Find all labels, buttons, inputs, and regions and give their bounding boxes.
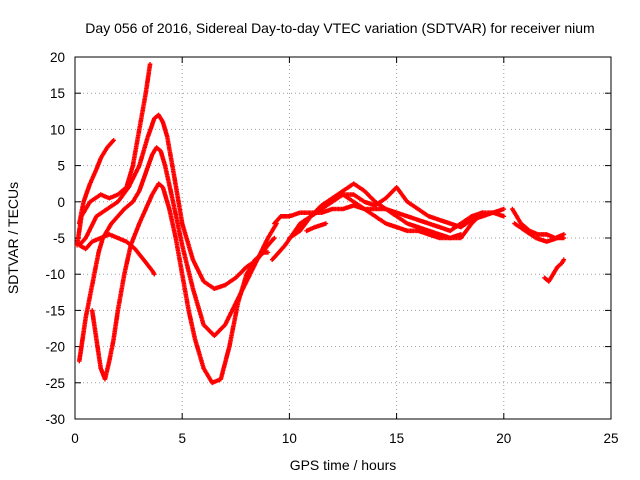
y-tick-label: 5 [57, 159, 65, 174]
y-tick-label: -20 [45, 340, 65, 355]
series-trace-11 [304, 221, 329, 234]
chart-title: Day 056 of 2016, Sidereal Day-to-day VTE… [85, 20, 594, 36]
x-tick-label: 5 [178, 431, 186, 446]
series-trace-5 [89, 181, 271, 386]
y-tick-label: -5 [53, 231, 65, 246]
series-trace-8 [269, 181, 485, 262]
series-trace-12 [510, 206, 567, 241]
y-tick-label: -15 [45, 303, 65, 318]
x-tick-label: 10 [282, 431, 297, 446]
x-tick-label: 0 [71, 431, 79, 446]
series-trace-10 [293, 185, 507, 234]
x-axis-label: GPS time / hours [290, 457, 397, 473]
y-axis-label: SDTVAR / TECUs [5, 182, 21, 294]
series-group [74, 61, 567, 386]
y-tick-label: -10 [45, 267, 65, 282]
y-tick-label: 10 [50, 122, 65, 137]
series-trace-13 [512, 221, 567, 244]
series-trace-6 [77, 232, 157, 277]
grid-lines [75, 57, 611, 419]
y-tick-label: 20 [50, 50, 65, 65]
plot-frame [74, 56, 612, 420]
x-tick-label: 25 [603, 431, 618, 446]
y-tick-label: 15 [50, 86, 65, 101]
y-tick-label: 0 [57, 195, 65, 210]
y-tick-label: -30 [45, 412, 65, 427]
y-tick-label: -25 [45, 376, 65, 391]
x-tick-label: 15 [389, 431, 404, 446]
series-trace-14 [542, 257, 567, 284]
x-tick-label: 20 [496, 431, 511, 446]
